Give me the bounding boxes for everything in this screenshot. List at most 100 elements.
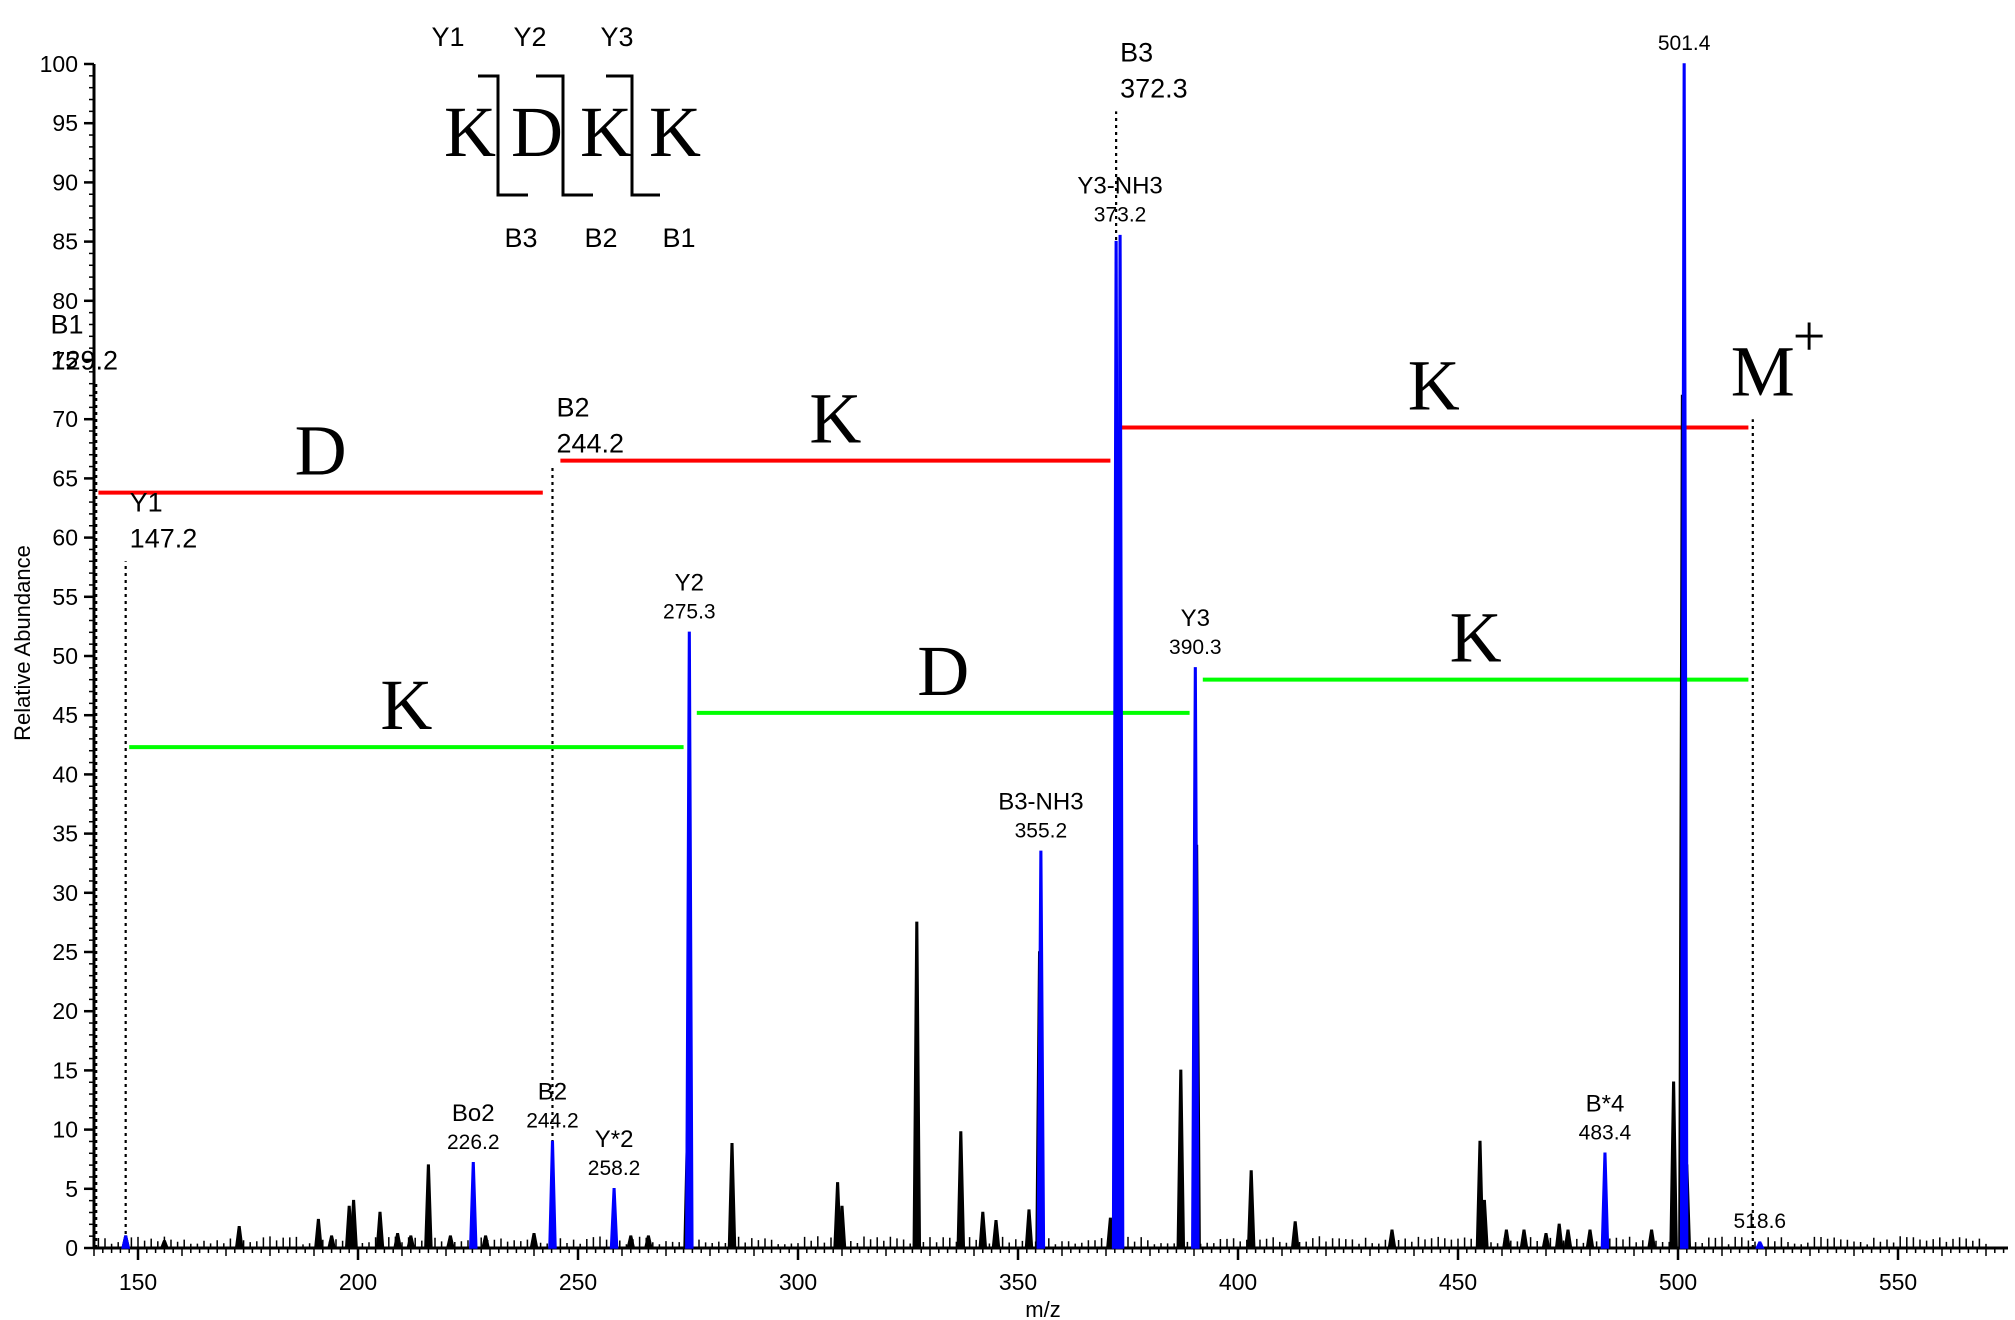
- peak-mz-label: 372.3: [1120, 73, 1188, 103]
- peak-mz-label: 244.2: [526, 1109, 579, 1132]
- peak-ion-label: B2: [538, 1078, 567, 1105]
- peak: [529, 1233, 539, 1249]
- peak: [1563, 1229, 1573, 1249]
- y-tick-label: 55: [52, 584, 78, 610]
- assigned-peak: [1191, 667, 1200, 1249]
- molecular-ion-charge: +: [1793, 304, 1826, 369]
- peak-mz-label: 258.2: [588, 1157, 641, 1180]
- y-tick-label: 40: [52, 761, 78, 787]
- peak: [1554, 1223, 1564, 1249]
- assigned-peak: [1600, 1152, 1610, 1249]
- y-ion-ladder-residue-label: D: [917, 631, 969, 711]
- peak: [837, 1205, 847, 1249]
- y-tick-label: 60: [52, 525, 78, 551]
- assigned-peak: [469, 1162, 478, 1249]
- peak-labels: 129.2 B1 147.2 Y1 244.2 B2 275.3 Y2 372.3 B3 373.2…: [50, 32, 1786, 1233]
- peptide-sequence-diagram: Y1 Y2 Y3 K D K K B3 B2 B1: [431, 22, 701, 253]
- peak: [1024, 1209, 1034, 1249]
- x-tick-label: 200: [339, 1269, 377, 1295]
- peak: [1387, 1229, 1397, 1249]
- y-tick-label: 30: [52, 880, 78, 906]
- sequence-b-ion-label: B1: [662, 223, 695, 253]
- peak-mz-label: 355.2: [1015, 819, 1068, 842]
- peak: [1585, 1229, 1595, 1249]
- b-ion-ladder-residue-label: D: [295, 411, 347, 491]
- x-tick-label: 300: [779, 1269, 817, 1295]
- y-tick-label: 0: [65, 1235, 78, 1261]
- x-axis-title: m/z: [1025, 1297, 1060, 1320]
- x-tick-label: 250: [559, 1269, 597, 1295]
- y-tick-label: 100: [40, 51, 78, 77]
- peak-ion-label: B2: [556, 393, 589, 423]
- assigned-peak: [1679, 63, 1689, 1249]
- peak: [234, 1225, 244, 1249]
- peak-mz-label: 244.2: [556, 429, 624, 459]
- peak-mz-label: 373.2: [1094, 204, 1147, 227]
- peak-ion-label: Y3-NH3: [1077, 173, 1162, 200]
- peak-mz-label: 275.3: [663, 600, 716, 623]
- sequence-y-ion-label: Y1: [431, 22, 464, 52]
- peak-mz-label: 129.2: [50, 346, 118, 376]
- molecular-ion-label: M +: [1731, 304, 1826, 412]
- y-tick-label: 10: [52, 1117, 78, 1143]
- sequence-y-ion-label: Y3: [600, 22, 633, 52]
- x-tick-label: 350: [999, 1269, 1037, 1295]
- peak: [643, 1235, 653, 1249]
- peak: [956, 1131, 966, 1249]
- peak: [1290, 1221, 1300, 1249]
- sequence-residue: K: [580, 92, 632, 172]
- peak: [375, 1211, 385, 1249]
- y-tick-label: 90: [52, 169, 78, 195]
- sequence-b-ion-label: B2: [584, 223, 617, 253]
- peak: [727, 1143, 737, 1249]
- peak-ion-label: B1: [50, 310, 83, 340]
- peak: [1519, 1229, 1529, 1249]
- fragmentation-brackets: [478, 74, 660, 197]
- assigned-peak: [609, 1188, 619, 1249]
- y-axis-title: Relative Abundance: [10, 545, 35, 741]
- peak: [1502, 1229, 1511, 1249]
- peak-ion-label: B*4: [1586, 1090, 1625, 1117]
- y-tick-label: 85: [52, 229, 78, 255]
- peak: [991, 1220, 1001, 1249]
- ion-ladders: D K K K D K: [95, 111, 1754, 1248]
- sequence-residue: K: [444, 92, 496, 172]
- x-tick-label: 550: [1879, 1269, 1917, 1295]
- peak: [1480, 1199, 1489, 1249]
- peak-mz-label: 226.2: [447, 1131, 500, 1154]
- peak-ion-label: Y*2: [595, 1126, 634, 1153]
- peak: [424, 1164, 433, 1249]
- y-tick-label: 65: [52, 465, 78, 491]
- sequence-residue: K: [649, 92, 701, 172]
- assigned-peak: [121, 1235, 131, 1249]
- peak-ion-label: Y1: [130, 487, 163, 517]
- molecular-ion-letter: M: [1731, 332, 1795, 412]
- peak: [626, 1235, 636, 1249]
- peak-ion-label: B3-NH3: [998, 788, 1083, 815]
- y-ion-ladder-residue-label: K: [1450, 598, 1502, 678]
- peak-ion-label: Bo2: [452, 1100, 495, 1127]
- assigned-peak: [1115, 234, 1125, 1249]
- peak: [406, 1235, 416, 1249]
- peak-ion-label: Y2: [675, 569, 704, 596]
- peak-mz-label: 147.2: [130, 523, 198, 553]
- assigned-peak: [1755, 1241, 1765, 1249]
- peak-mz-label: 390.3: [1169, 636, 1222, 659]
- peak: [1541, 1233, 1551, 1249]
- y-tick-label: 75: [52, 347, 78, 373]
- peak: [393, 1233, 403, 1249]
- sequence-b-ion-label: B3: [504, 223, 537, 253]
- assigned-peak: [1036, 850, 1046, 1249]
- y-tick-label: 35: [52, 821, 78, 847]
- peak-ion-label: B3: [1120, 37, 1153, 67]
- y-tick-label: 5: [65, 1176, 78, 1202]
- peak: [1246, 1170, 1256, 1249]
- b-ion-ladder-residue-label: K: [1408, 345, 1460, 425]
- sequence-residue: D: [511, 92, 563, 172]
- b-ion-ladder-residue-label: K: [809, 379, 861, 459]
- y-tick-label: 15: [52, 1057, 78, 1083]
- y-ion-ladder-residue-label: K: [380, 665, 432, 745]
- peak: [349, 1199, 358, 1249]
- peak-mz-label: 518.6: [1734, 1210, 1787, 1233]
